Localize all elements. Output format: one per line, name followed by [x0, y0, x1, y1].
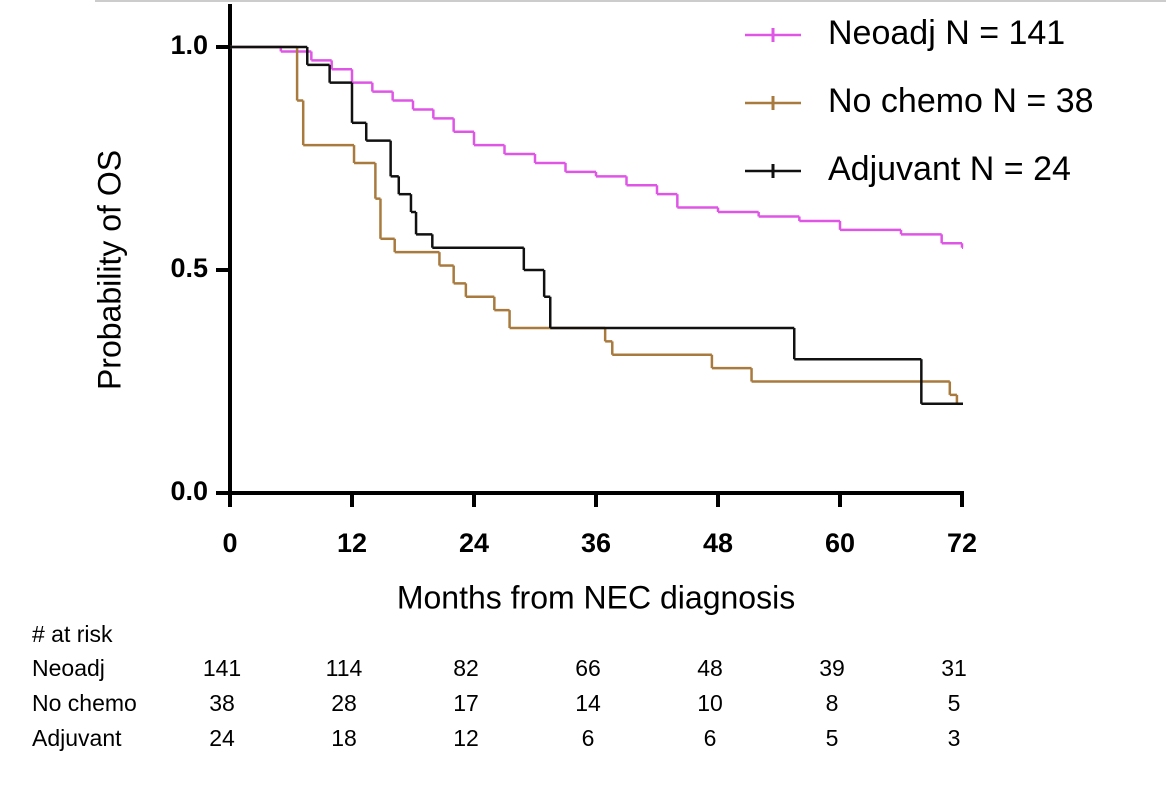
risk-count: 82 — [453, 655, 479, 681]
x-tick-label: 24 — [459, 528, 489, 558]
risk-count: 17 — [453, 690, 479, 716]
x-tick-label: 72 — [947, 528, 977, 558]
risk-count: 6 — [582, 725, 595, 751]
risk-table-title: # at risk — [32, 621, 113, 647]
x-tick-label: 36 — [581, 528, 611, 558]
risk-count: 39 — [819, 655, 845, 681]
risk-count: 31 — [941, 655, 967, 681]
risk-count: 10 — [697, 690, 723, 716]
y-tick-label: 1.0 — [170, 30, 208, 60]
risk-count: 12 — [453, 725, 479, 751]
legend-label: Adjuvant N = 24 — [828, 150, 1071, 188]
risk-count: 24 — [209, 725, 235, 751]
risk-count: 8 — [826, 690, 839, 716]
x-tick-label: 48 — [703, 528, 733, 558]
risk-count: 14 — [575, 690, 601, 716]
legend-label: Neoadj N = 141 — [828, 14, 1065, 52]
y-tick-label: 0.5 — [170, 253, 208, 283]
x-tick-label: 0 — [222, 528, 237, 558]
x-tick-label: 12 — [337, 528, 367, 558]
x-tick-label: 60 — [825, 528, 855, 558]
legend-label: No chemo N = 38 — [828, 82, 1094, 120]
risk-count: 66 — [575, 655, 601, 681]
risk-count: 18 — [331, 725, 357, 751]
risk-count: 114 — [326, 655, 363, 681]
x-axis-title: Months from NEC diagnosis — [397, 579, 795, 615]
risk-count: 38 — [209, 690, 235, 716]
risk-count: 6 — [704, 725, 717, 751]
risk-row-label: Adjuvant — [32, 725, 122, 751]
risk-count: 5 — [826, 725, 839, 751]
risk-count: 28 — [331, 690, 357, 716]
risk-row-label: No chemo — [32, 690, 137, 716]
risk-count: 3 — [948, 725, 961, 751]
risk-row-label: Neoadj — [32, 655, 105, 681]
risk-count: 5 — [948, 690, 961, 716]
y-tick-label: 0.0 — [170, 476, 208, 506]
risk-count: 48 — [697, 655, 723, 681]
y-axis-title: Probability of OS — [91, 150, 127, 390]
risk-count: 141 — [203, 655, 241, 681]
